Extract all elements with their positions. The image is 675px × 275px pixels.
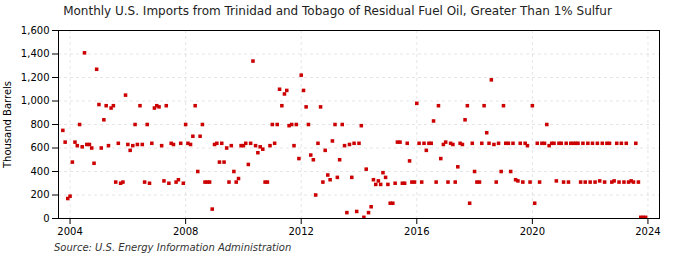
svg-text:600: 600: [30, 142, 49, 153]
svg-text:1,400: 1,400: [21, 48, 50, 59]
svg-text:2024: 2024: [635, 226, 660, 237]
svg-text:Thousand Barrels: Thousand Barrels: [2, 81, 13, 169]
html-text:Monthly U.S. Imports from Trin: Monthly U.S. Imports from Trinidad and T…: [63, 4, 612, 18]
svg-text:2004: 2004: [57, 226, 82, 237]
svg-text:200: 200: [30, 189, 49, 200]
svg-text:2016: 2016: [404, 226, 429, 237]
svg-text:800: 800: [30, 119, 49, 130]
svg-text:400: 400: [30, 166, 49, 177]
svg-text:0: 0: [43, 213, 49, 224]
svg-text:1,000: 1,000: [21, 95, 50, 106]
svg-text:1,200: 1,200: [21, 72, 50, 83]
html-text:Source: U.S. Energy Informatio: Source: U.S. Energy Information Administ…: [54, 242, 292, 253]
svg-text:2020: 2020: [520, 226, 545, 237]
svg-text:1,600: 1,600: [21, 25, 50, 36]
svg-text:2008: 2008: [173, 226, 198, 237]
svg-text:2012: 2012: [288, 226, 313, 237]
